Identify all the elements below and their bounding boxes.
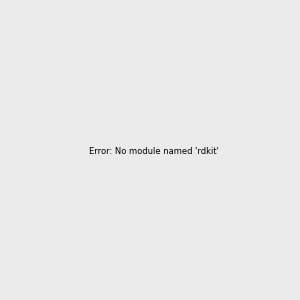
Text: Error: No module named 'rdkit': Error: No module named 'rdkit' [89,147,219,156]
